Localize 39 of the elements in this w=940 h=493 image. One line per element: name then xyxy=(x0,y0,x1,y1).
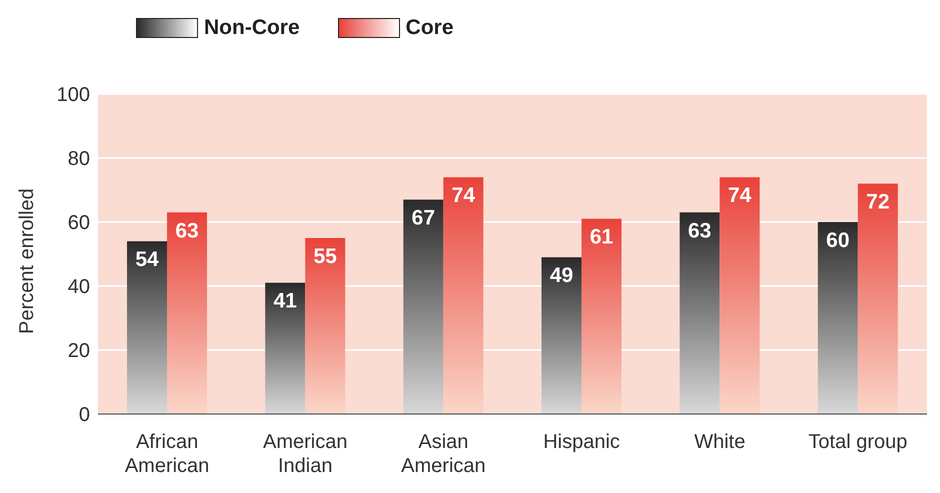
x-tick-label: American Indian xyxy=(263,431,348,477)
y-tick-label: 0 xyxy=(78,404,90,426)
data-label: 74 xyxy=(728,184,752,208)
y-tick-label: 100 xyxy=(56,84,90,106)
bar xyxy=(443,177,484,414)
bar xyxy=(858,184,898,414)
data-label: 60 xyxy=(826,228,850,252)
data-label: 61 xyxy=(590,226,614,249)
y-tick-label: 60 xyxy=(68,212,90,234)
bar xyxy=(582,218,622,414)
x-tick-label: Total group xyxy=(808,431,908,453)
legend-label: Non-Core xyxy=(204,16,300,40)
bar xyxy=(818,222,858,414)
bar xyxy=(167,212,208,414)
bar xyxy=(305,238,346,414)
data-label: 67 xyxy=(412,206,436,230)
bar xyxy=(403,200,444,414)
bar xyxy=(265,282,306,414)
bar xyxy=(680,212,720,414)
data-label: 72 xyxy=(866,190,890,214)
x-tick-label: White xyxy=(694,431,746,453)
data-label: 41 xyxy=(274,290,298,313)
legend-label: Core xyxy=(406,16,454,40)
y-tick-label: 80 xyxy=(68,148,90,170)
y-tick-label: 20 xyxy=(68,340,90,362)
y-axis-title: Percent enrolled xyxy=(16,188,38,334)
data-label: 55 xyxy=(314,244,338,268)
bar xyxy=(127,241,168,414)
data-label: 63 xyxy=(175,219,199,242)
data-label: 49 xyxy=(550,264,574,288)
data-label: 74 xyxy=(452,184,476,208)
data-label: 54 xyxy=(135,248,160,272)
x-tick-label: Hispanic xyxy=(543,431,620,453)
data-label: 63 xyxy=(688,219,712,242)
y-tick-label: 40 xyxy=(68,276,90,298)
x-tick-label: African American xyxy=(124,431,210,477)
x-tick-label: Asian American xyxy=(401,431,486,477)
bar xyxy=(542,257,582,414)
bar xyxy=(720,177,760,414)
